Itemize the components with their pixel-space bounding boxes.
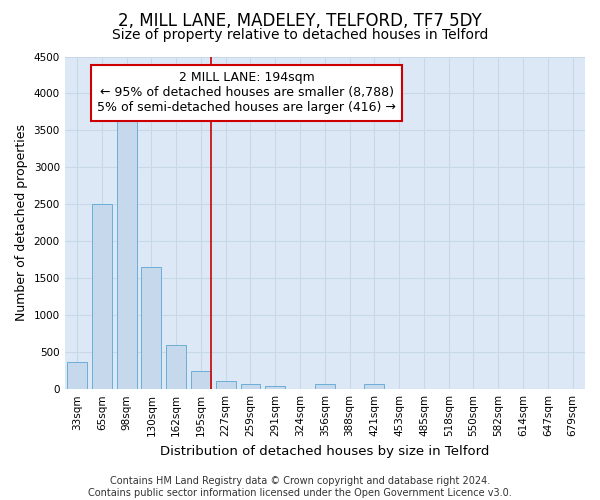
Y-axis label: Number of detached properties: Number of detached properties [15, 124, 28, 322]
Text: Size of property relative to detached houses in Telford: Size of property relative to detached ho… [112, 28, 488, 42]
Bar [216, 381, 236, 389]
X-axis label: Distribution of detached houses by size in Telford: Distribution of detached houses by size … [160, 444, 490, 458]
Bar [364, 384, 385, 389]
Bar [191, 372, 211, 389]
Bar [117, 112, 137, 389]
Bar [92, 204, 112, 389]
Text: Contains HM Land Registry data © Crown copyright and database right 2024.
Contai: Contains HM Land Registry data © Crown c… [88, 476, 512, 498]
Text: 2, MILL LANE, MADELEY, TELFORD, TF7 5DY: 2, MILL LANE, MADELEY, TELFORD, TF7 5DY [118, 12, 482, 30]
Bar [166, 345, 186, 389]
Bar [265, 386, 285, 389]
Bar [241, 384, 260, 389]
Bar [315, 384, 335, 389]
Bar [67, 362, 87, 389]
Bar [142, 267, 161, 389]
Text: 2 MILL LANE: 194sqm
← 95% of detached houses are smaller (8,788)
5% of semi-deta: 2 MILL LANE: 194sqm ← 95% of detached ho… [97, 72, 396, 114]
